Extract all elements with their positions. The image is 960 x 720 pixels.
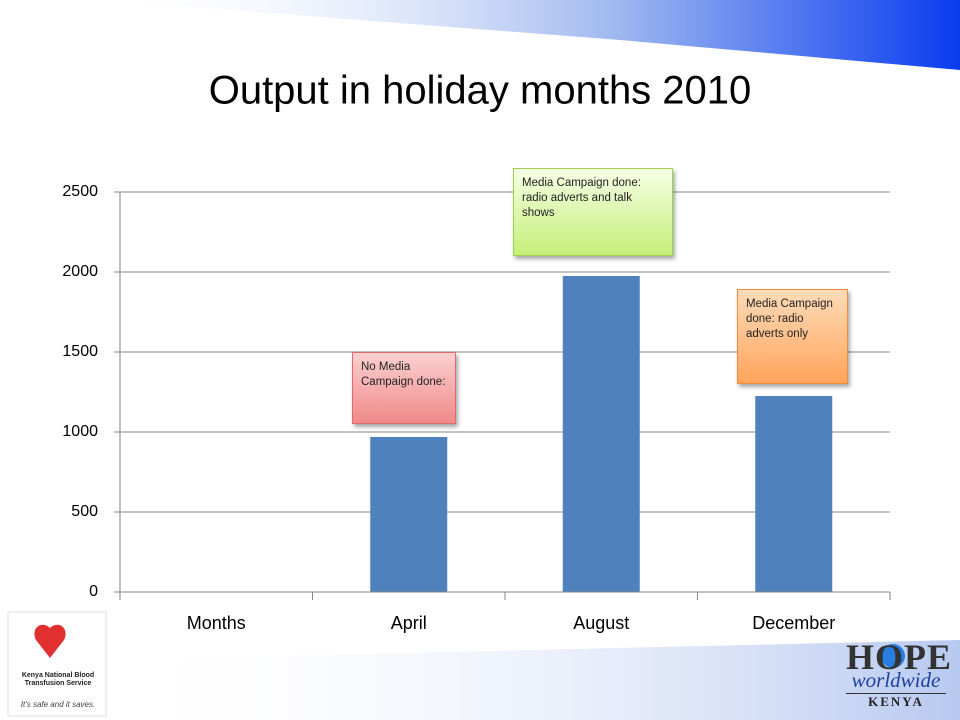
brand-sub: worldwide [851, 668, 941, 692]
brand-country: KENYA [846, 693, 946, 710]
logo-name: Kenya National Blood Transfusion Service [21, 672, 95, 687]
y-tick-label: 1000 [62, 423, 98, 440]
bar [755, 396, 833, 592]
y-tick-label: 500 [71, 503, 98, 520]
annotation: Media Campaign done: radio adverts only [737, 289, 848, 384]
x-tick-label: Months [187, 613, 246, 633]
logo-tagline: It's safe and it saves. [20, 700, 96, 709]
footer-swoosh [100, 640, 960, 720]
bar [370, 436, 448, 592]
annotation: Media Campaign done: radio adverts and t… [513, 168, 673, 256]
y-tick-label: 0 [89, 583, 98, 600]
x-tick-label: December [752, 613, 835, 633]
y-tick-label: 1500 [62, 343, 98, 360]
y-tick-label: 2000 [62, 263, 98, 280]
annotation: No Media Campaign done: [352, 352, 456, 424]
brand: HOPE [846, 637, 953, 677]
chart-title: Output in holiday months 2010 [209, 69, 752, 113]
logo-globe [881, 644, 905, 668]
bar [562, 276, 640, 592]
x-tick-label: August [573, 613, 629, 633]
header-swoosh [100, 0, 960, 70]
logo-heart [34, 624, 66, 658]
x-tick-label: April [391, 613, 427, 633]
y-tick-label: 2500 [62, 183, 98, 200]
